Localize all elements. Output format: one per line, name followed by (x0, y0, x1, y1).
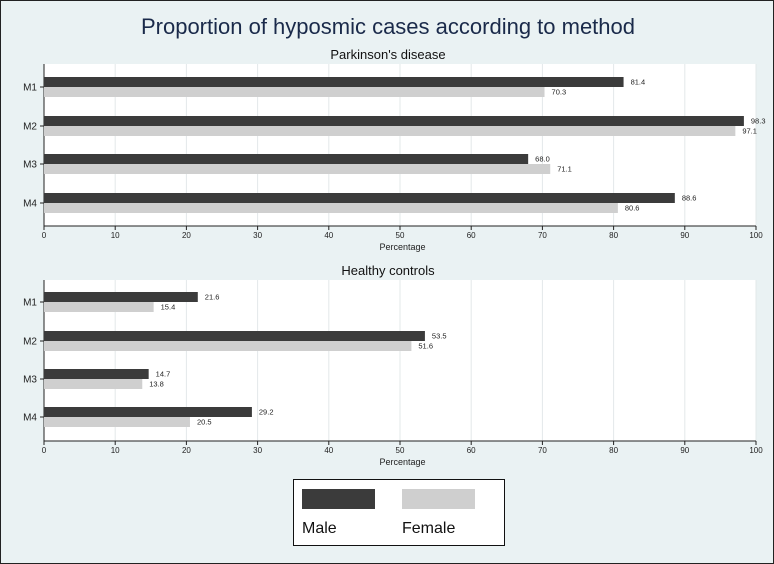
bar-value-label-female-healthy-controls: 13.8 (149, 380, 164, 389)
bar-female-parkinsons (44, 203, 618, 213)
x-tick-label-healthy-controls: 90 (680, 446, 689, 455)
x-tick-label-healthy-controls: 40 (324, 446, 333, 455)
x-tick-label-parkinsons: 80 (609, 231, 618, 240)
bar-value-label-male-parkinsons: 98.3 (751, 117, 766, 126)
x-tick-label-parkinsons: 10 (111, 231, 120, 240)
bar-value-label-male-parkinsons: 81.4 (631, 78, 646, 87)
x-axis-title-parkinsons: Percentage (379, 242, 425, 252)
bar-female-parkinsons (44, 126, 736, 136)
category-label-parkinsons: M1 (23, 83, 37, 94)
panel-title-parkinsons: Parkinson's disease (330, 47, 446, 62)
bar-value-label-female-healthy-controls: 20.5 (197, 418, 212, 427)
bar-value-label-male-healthy-controls: 29.2 (259, 408, 274, 417)
x-tick-label-healthy-controls: 100 (749, 446, 763, 455)
legend: Male Female (293, 479, 505, 546)
x-tick-label-healthy-controls: 10 (111, 446, 120, 455)
legend-label-male: Male (302, 520, 337, 537)
x-tick-label-healthy-controls: 60 (467, 446, 476, 455)
x-tick-label-parkinsons: 20 (182, 231, 191, 240)
bar-value-label-female-healthy-controls: 15.4 (161, 303, 176, 312)
x-tick-label-parkinsons: 60 (467, 231, 476, 240)
x-tick-label-parkinsons: 70 (538, 231, 547, 240)
x-tick-label-healthy-controls: 0 (42, 446, 47, 455)
bar-female-parkinsons (44, 164, 551, 174)
bar-female-parkinsons (44, 87, 545, 97)
x-tick-label-healthy-controls: 80 (609, 446, 618, 455)
chart-title: Proportion of hyposmic cases according t… (140, 14, 636, 39)
bar-female-healthy-controls (44, 341, 412, 351)
x-tick-label-parkinsons: 40 (324, 231, 333, 240)
x-axis-title-healthy-controls: Percentage (379, 457, 425, 467)
bar-male-parkinsons (44, 77, 624, 87)
bar-female-healthy-controls (44, 302, 154, 312)
category-label-healthy-controls: M4 (23, 413, 37, 424)
bar-value-label-male-parkinsons: 88.6 (682, 194, 697, 203)
bar-male-healthy-controls (44, 331, 425, 341)
bar-male-healthy-controls (44, 292, 198, 302)
bar-value-label-male-healthy-controls: 53.5 (432, 332, 447, 341)
bar-male-healthy-controls (44, 407, 252, 417)
bar-value-label-female-parkinsons: 80.6 (625, 204, 640, 213)
bar-value-label-female-parkinsons: 97.1 (742, 127, 757, 136)
bar-male-parkinsons (44, 116, 744, 126)
bar-male-parkinsons (44, 193, 675, 203)
category-label-parkinsons: M3 (23, 160, 37, 171)
bar-female-healthy-controls (44, 379, 143, 389)
bar-male-parkinsons (44, 154, 529, 164)
bar-value-label-male-parkinsons: 68.0 (535, 155, 550, 164)
x-tick-label-parkinsons: 30 (253, 231, 262, 240)
category-label-healthy-controls: M1 (23, 298, 37, 309)
bar-male-healthy-controls (44, 369, 149, 379)
bar-value-label-male-healthy-controls: 21.6 (205, 293, 220, 302)
x-tick-label-parkinsons: 0 (42, 231, 47, 240)
legend-swatch-female (402, 489, 475, 509)
category-label-parkinsons: M4 (23, 199, 37, 210)
category-label-healthy-controls: M2 (23, 337, 37, 348)
x-tick-label-healthy-controls: 30 (253, 446, 262, 455)
category-label-healthy-controls: M3 (23, 375, 37, 386)
bar-value-label-female-parkinsons: 71.1 (557, 165, 572, 174)
x-tick-label-healthy-controls: 20 (182, 446, 191, 455)
category-label-parkinsons: M2 (23, 122, 37, 133)
bar-value-label-female-parkinsons: 70.3 (552, 88, 567, 97)
bar-value-label-female-healthy-controls: 51.6 (418, 342, 433, 351)
x-tick-label-parkinsons: 50 (396, 231, 405, 240)
bar-female-healthy-controls (44, 417, 190, 427)
x-tick-label-parkinsons: 90 (680, 231, 689, 240)
bar-value-label-male-healthy-controls: 14.7 (156, 370, 171, 379)
x-tick-label-healthy-controls: 70 (538, 446, 547, 455)
x-tick-label-healthy-controls: 50 (396, 446, 405, 455)
legend-label-female: Female (402, 520, 456, 537)
legend-swatch-male (302, 489, 375, 509)
x-tick-label-parkinsons: 100 (749, 231, 763, 240)
panel-title-healthy-controls: Healthy controls (341, 263, 435, 278)
